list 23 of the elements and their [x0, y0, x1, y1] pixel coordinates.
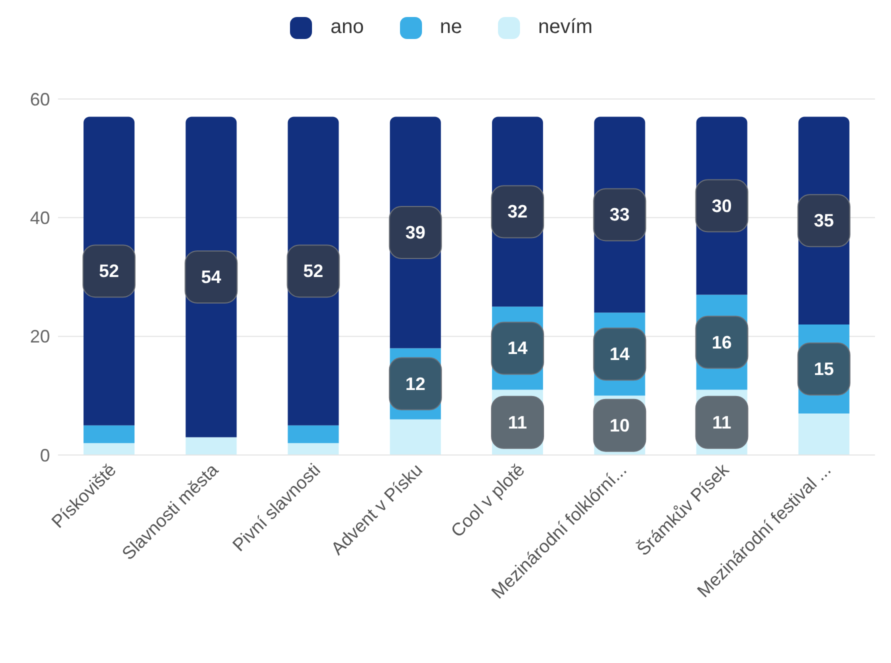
- y-tick-label: 20: [30, 326, 50, 347]
- data-label: 15: [814, 358, 834, 379]
- y-tick-label: 40: [30, 208, 50, 228]
- data-label: 16: [712, 332, 732, 352]
- legend-label: nevím: [538, 16, 593, 39]
- data-label: 12: [405, 374, 426, 394]
- y-tick-label: 0: [40, 445, 50, 466]
- data-label: 39: [405, 222, 426, 242]
- legend-label: ne: [440, 16, 462, 39]
- data-label: 33: [610, 204, 630, 225]
- y-tick-label: 60: [30, 89, 50, 110]
- data-label: 35: [814, 210, 834, 231]
- data-label: 14: [610, 344, 630, 364]
- data-label: 10: [610, 415, 630, 436]
- data-label: 30: [712, 196, 732, 216]
- data-label: 52: [303, 261, 324, 282]
- data-label: 54: [201, 267, 222, 287]
- data-label: 52: [99, 261, 120, 282]
- data-label: 14: [508, 338, 528, 358]
- data-label: 11: [712, 412, 732, 432]
- data-label: 32: [508, 202, 528, 222]
- legend-label: ano: [330, 16, 364, 39]
- data-label: 11: [508, 412, 528, 432]
